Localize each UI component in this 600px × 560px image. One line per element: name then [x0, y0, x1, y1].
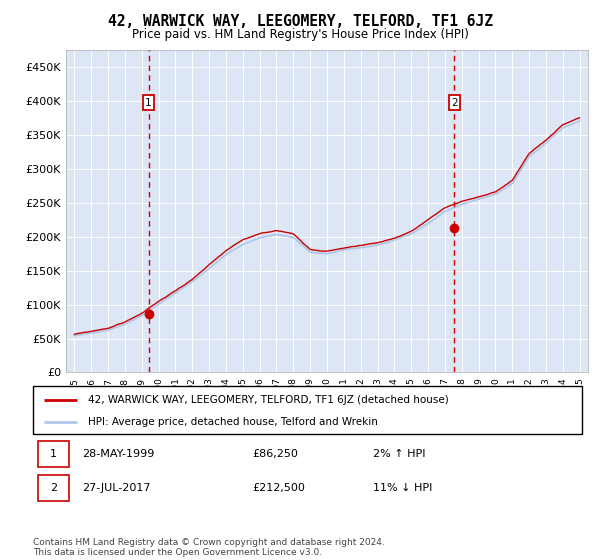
Text: 2: 2	[50, 483, 57, 493]
Text: 11% ↓ HPI: 11% ↓ HPI	[373, 483, 433, 493]
Text: 42, WARWICK WAY, LEEGOMERY, TELFORD, TF1 6JZ (detached house): 42, WARWICK WAY, LEEGOMERY, TELFORD, TF1…	[88, 395, 449, 405]
FancyBboxPatch shape	[38, 475, 68, 501]
Text: 42, WARWICK WAY, LEEGOMERY, TELFORD, TF1 6JZ: 42, WARWICK WAY, LEEGOMERY, TELFORD, TF1…	[107, 14, 493, 29]
Text: HPI: Average price, detached house, Telford and Wrekin: HPI: Average price, detached house, Telf…	[88, 417, 378, 427]
Text: 2: 2	[451, 97, 458, 108]
Text: Price paid vs. HM Land Registry's House Price Index (HPI): Price paid vs. HM Land Registry's House …	[131, 28, 469, 41]
Text: 1: 1	[145, 97, 152, 108]
Text: 28-MAY-1999: 28-MAY-1999	[82, 449, 155, 459]
Text: Contains HM Land Registry data © Crown copyright and database right 2024.
This d: Contains HM Land Registry data © Crown c…	[33, 538, 385, 557]
Text: 2% ↑ HPI: 2% ↑ HPI	[373, 449, 426, 459]
Text: 1: 1	[50, 449, 57, 459]
FancyBboxPatch shape	[38, 441, 68, 467]
Text: £86,250: £86,250	[253, 449, 298, 459]
Text: £212,500: £212,500	[253, 483, 305, 493]
FancyBboxPatch shape	[33, 386, 582, 434]
Text: 27-JUL-2017: 27-JUL-2017	[82, 483, 151, 493]
